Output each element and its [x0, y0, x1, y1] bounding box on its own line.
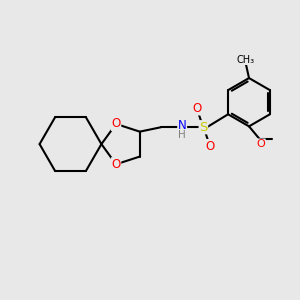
Text: S: S — [199, 121, 208, 134]
Text: O: O — [256, 139, 265, 149]
Text: O: O — [206, 140, 215, 153]
Text: N: N — [178, 119, 187, 132]
Text: O: O — [111, 158, 121, 171]
Text: CH₃: CH₃ — [237, 55, 255, 64]
Text: O: O — [192, 102, 201, 115]
Text: O: O — [111, 117, 121, 130]
Text: H: H — [178, 130, 186, 140]
